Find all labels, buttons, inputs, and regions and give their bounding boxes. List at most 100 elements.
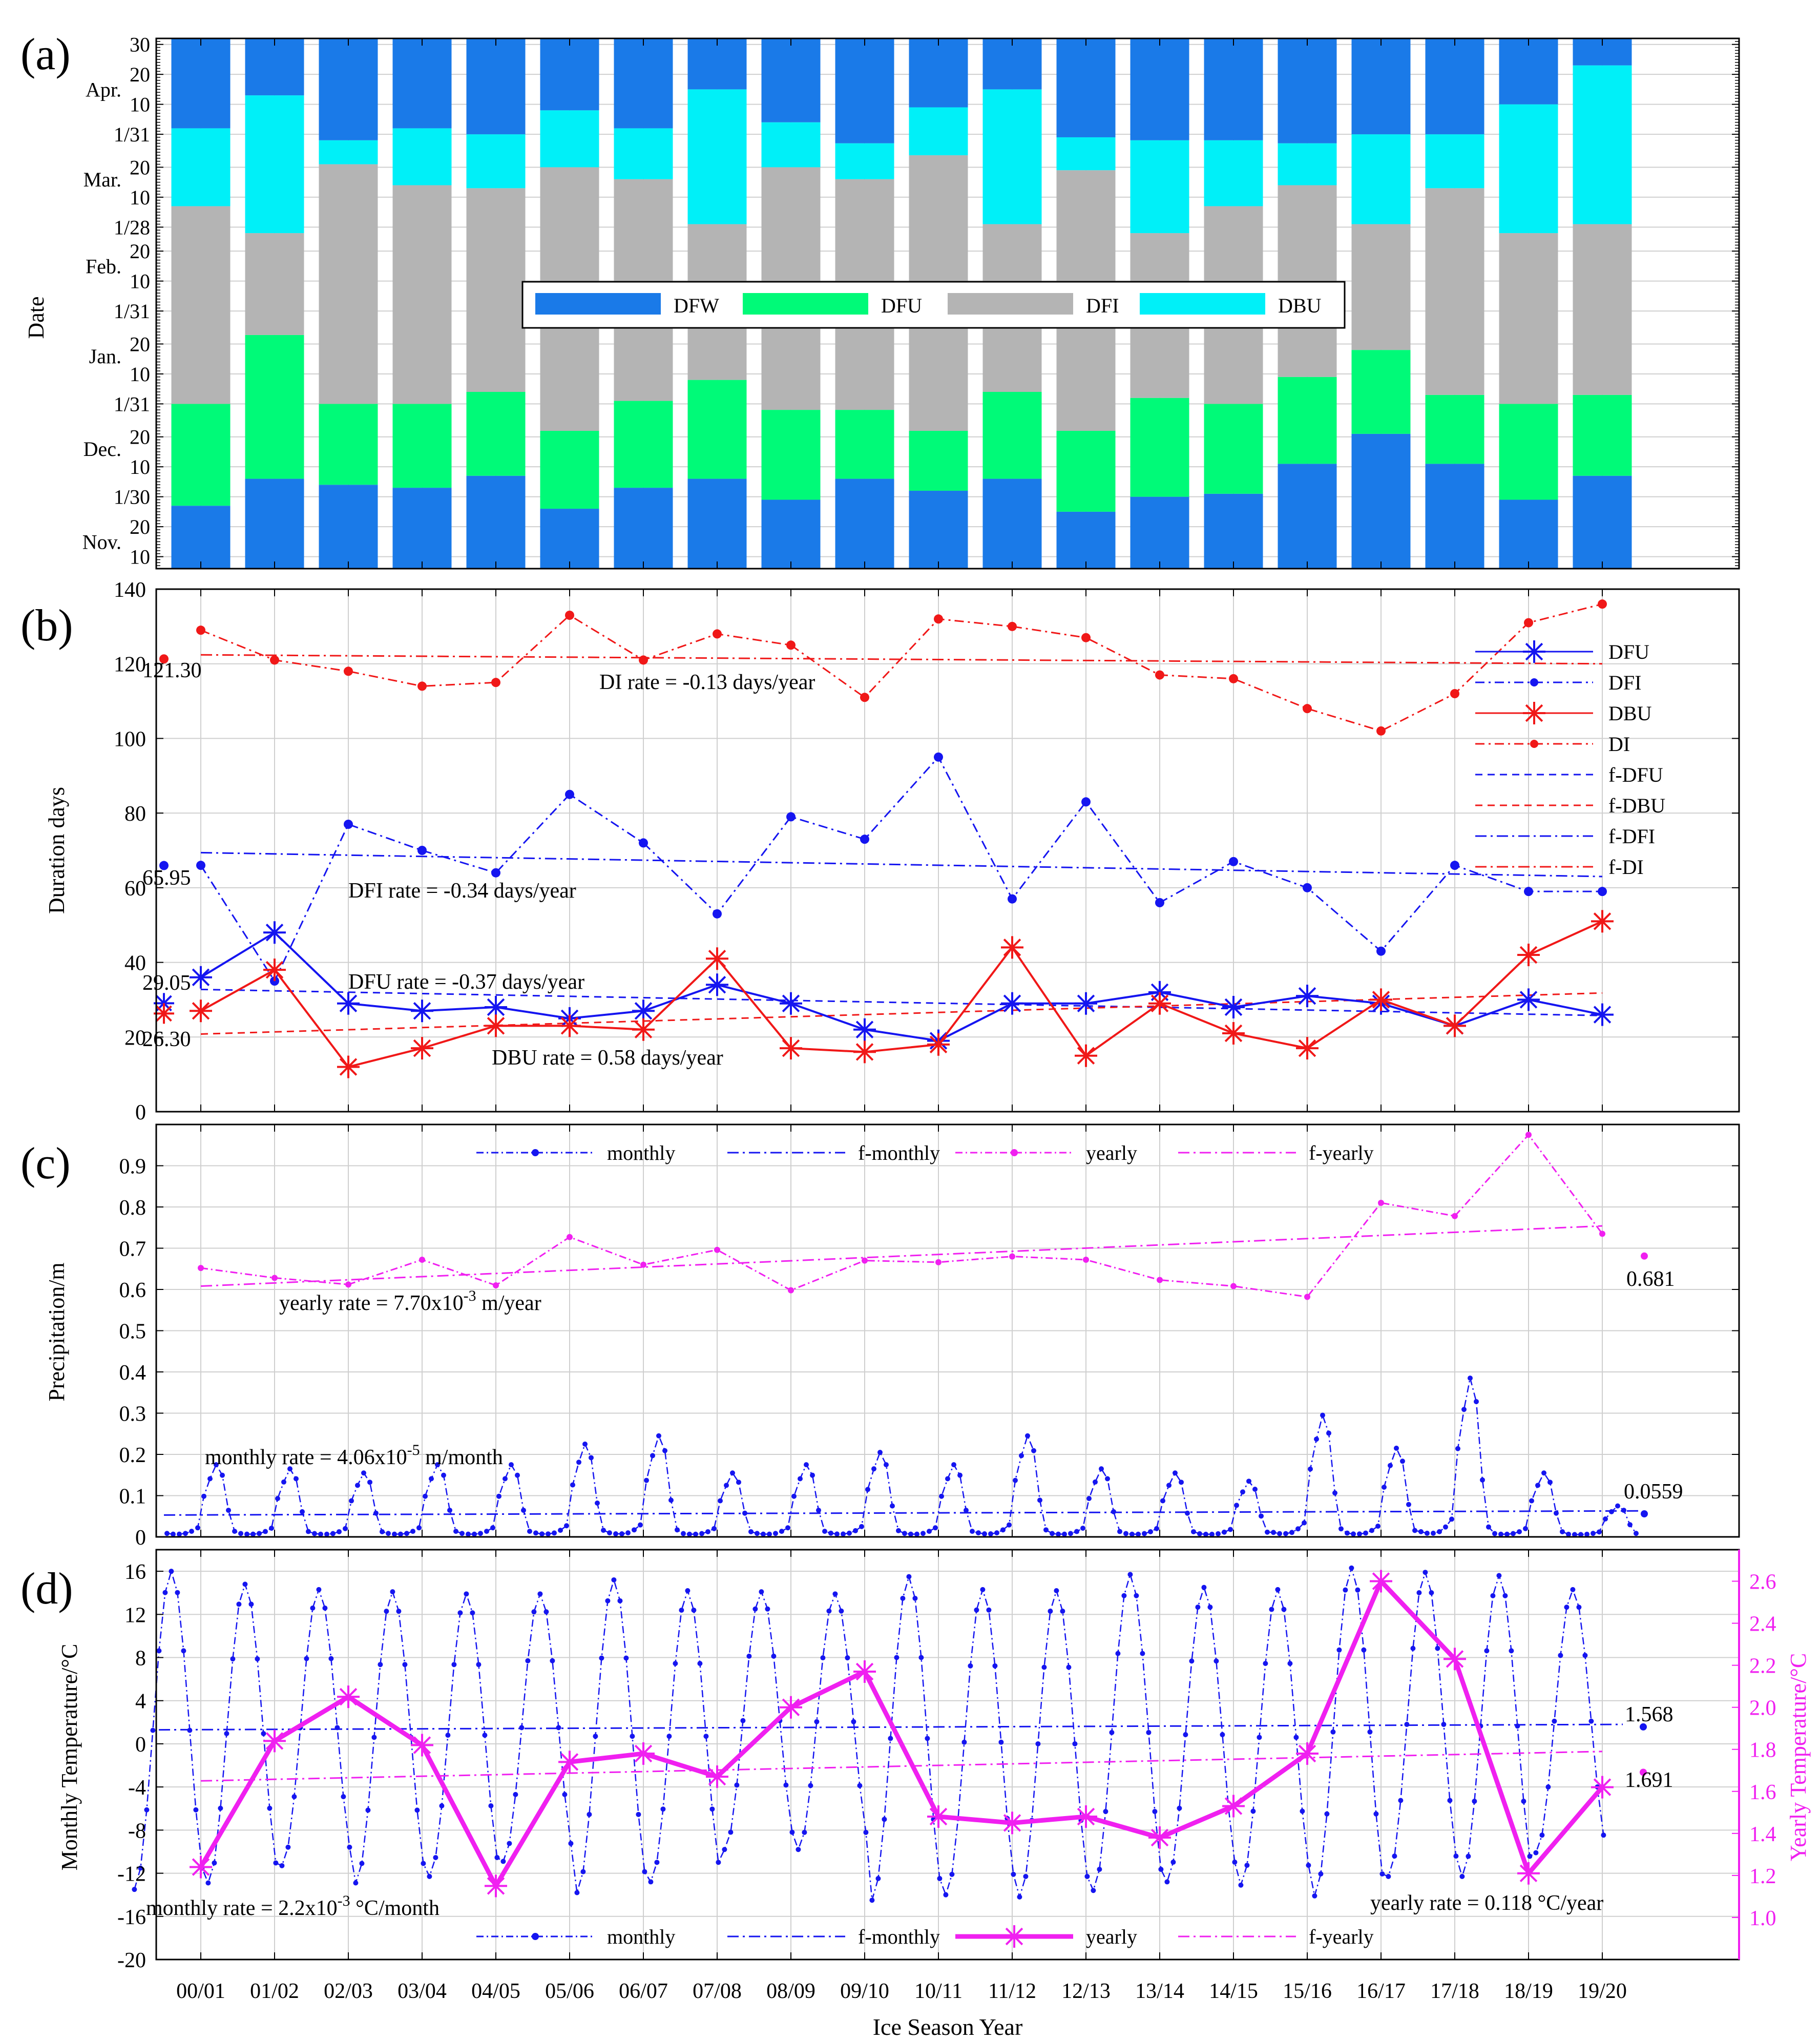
data-point-monthly-precip: [1332, 1490, 1337, 1496]
data-point-monthly-temp: [347, 1844, 352, 1850]
y-tick-label-yearly-temp: 1.4: [1749, 1823, 1776, 1846]
data-point-yearly-temp: [706, 1765, 728, 1788]
data-point-monthly-temp: [1140, 1651, 1145, 1656]
bar-dfu: [687, 380, 747, 479]
data-point-monthly-precip: [539, 1531, 545, 1537]
mean-label-dfi: 65.95: [142, 866, 191, 890]
data-point-monthly-precip: [1308, 1466, 1313, 1472]
data-point-monthly-precip: [1326, 1430, 1331, 1436]
bar-dfw: [1204, 38, 1263, 140]
y-month-label: Jan.: [89, 345, 121, 368]
data-point-monthly-temp: [783, 1782, 789, 1788]
data-point-dfi: [639, 838, 648, 848]
data-point-dfi: [713, 909, 722, 919]
y-tick-label-temp: 12: [124, 1603, 146, 1627]
data-point-di: [417, 681, 427, 691]
data-point-yearly-precip: [345, 1281, 351, 1288]
data-point-monthly-temp: [1121, 1593, 1127, 1598]
data-point-monthly-temp: [439, 1803, 445, 1808]
data-point-monthly-precip: [349, 1498, 354, 1504]
data-point-monthly-precip: [908, 1531, 913, 1537]
data-point-monthly-precip: [1093, 1479, 1098, 1485]
bar-dfw: [835, 478, 894, 569]
data-point-monthly-precip: [1609, 1509, 1614, 1514]
data-point-monthly-temp: [507, 1841, 512, 1846]
data-point-monthly-temp: [1588, 1718, 1594, 1724]
data-point-dbu: [780, 1037, 802, 1060]
panel-c-ylabel: Precipitation/m: [44, 1262, 69, 1401]
data-point-monthly-temp: [482, 1733, 488, 1738]
data-point-monthly-temp: [1177, 1805, 1182, 1811]
data-point-monthly-precip: [250, 1531, 256, 1537]
fit-line-yearly-temp: [200, 1751, 1603, 1782]
data-point-monthly-precip: [785, 1525, 790, 1531]
data-point-monthly-temp: [1287, 1661, 1293, 1666]
data-point-monthly-precip: [429, 1476, 434, 1482]
data-point-monthly-precip: [957, 1472, 963, 1478]
data-point-monthly-temp: [839, 1608, 844, 1614]
data-point-monthly-precip: [312, 1531, 317, 1536]
data-point-monthly-precip: [1461, 1407, 1467, 1412]
data-point-monthly-precip: [220, 1472, 225, 1478]
data-point-monthly-temp: [912, 1595, 918, 1601]
data-point-monthly-temp: [1459, 1873, 1465, 1879]
data-point-monthly-precip: [490, 1525, 495, 1531]
data-point-monthly-precip: [337, 1529, 342, 1534]
data-point-dfi: [934, 752, 943, 762]
data-point-monthly-precip: [1406, 1502, 1411, 1507]
data-point-dbu: [853, 1040, 876, 1064]
y-tick-label-date: 1/31: [114, 392, 150, 415]
data-point-monthly-precip: [300, 1509, 305, 1514]
bar-dfu: [1130, 398, 1189, 497]
data-point-dbu: [1370, 988, 1392, 1011]
legend-label-yearly: yearly: [1086, 1925, 1137, 1948]
y-tick-label-temp: 8: [135, 1647, 146, 1671]
data-point-monthly-precip: [294, 1476, 299, 1482]
data-point-monthly-temp: [1552, 1718, 1557, 1724]
data-point-monthly-temp: [1257, 1735, 1262, 1740]
data-point-monthly-precip: [1154, 1526, 1159, 1531]
bar-dbu: [171, 128, 231, 206]
data-point-monthly-temp: [1349, 1565, 1354, 1571]
data-point-monthly-precip: [214, 1462, 219, 1468]
data-point-monthly-precip: [1105, 1476, 1110, 1482]
data-point-monthly-precip: [1418, 1529, 1424, 1534]
data-point-monthly-precip: [1019, 1453, 1024, 1458]
y-tick-label-duration: 40: [124, 952, 146, 975]
data-point-monthly-temp: [421, 1861, 426, 1866]
y-month-label: Apr.: [86, 78, 121, 101]
data-point-dfi: [1376, 946, 1386, 956]
data-point-yearly-precip: [1157, 1277, 1163, 1283]
data-point-monthly-precip: [1240, 1489, 1245, 1495]
data-point-monthly-precip: [1425, 1530, 1430, 1536]
data-point-monthly-temp: [968, 1663, 973, 1669]
data-point-monthly-temp: [1373, 1811, 1379, 1817]
bar-dbu: [319, 140, 378, 164]
data-point-monthly-precip: [263, 1529, 268, 1534]
data-point-di: [565, 611, 574, 620]
data-point-di: [344, 666, 353, 676]
y-tick-label-temp: -12: [117, 1863, 146, 1886]
panel-a-ylabel: Date: [24, 296, 49, 339]
data-point-monthly-precip: [1455, 1446, 1460, 1451]
data-point-monthly-precip: [416, 1525, 422, 1531]
y-tick-label-precip: 0.9: [119, 1155, 147, 1179]
data-point-monthly-temp: [1484, 1648, 1490, 1654]
y-tick-label-precip: 0.2: [119, 1444, 147, 1467]
data-point-monthly-temp: [433, 1855, 438, 1860]
x-tick-label: 07/08: [693, 1980, 742, 2003]
data-point-monthly-temp: [1084, 1873, 1090, 1879]
data-point-dbu: [632, 1018, 655, 1041]
data-point-monthly-temp: [1103, 1809, 1108, 1815]
bar-dbu: [1351, 134, 1411, 224]
bar-dfu: [614, 401, 673, 488]
legend-marker-yearly: [1003, 1925, 1026, 1948]
bar-dfw: [245, 38, 304, 96]
legend-label-f-dbu: f-DBU: [1608, 794, 1665, 817]
data-point-dfi: [1155, 898, 1164, 907]
data-point-monthly-precip: [1252, 1487, 1258, 1492]
data-point-monthly-temp: [328, 1656, 334, 1661]
bar-dfw: [1056, 511, 1116, 569]
data-point-monthly-temp: [537, 1591, 543, 1597]
y-month-label: Nov.: [82, 530, 121, 553]
